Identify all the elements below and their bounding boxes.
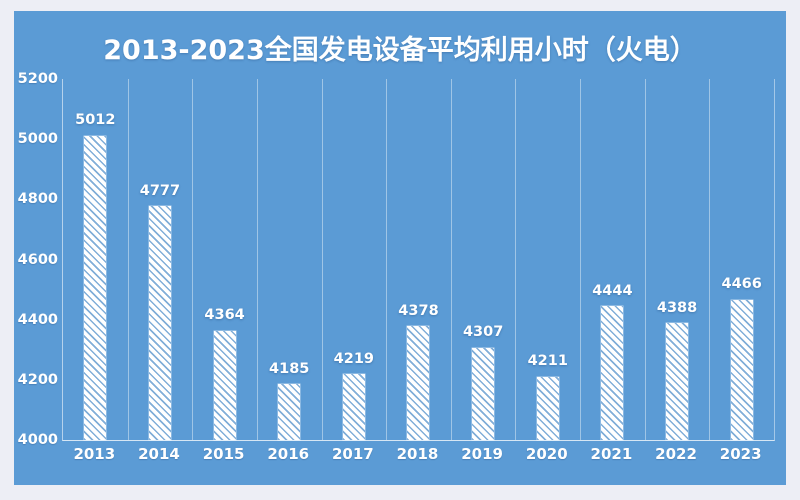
bar-group: 4307 — [451, 79, 516, 440]
bar-value-label: 4211 — [527, 353, 568, 370]
bar[interactable] — [84, 135, 107, 440]
bar-group: 4777 — [128, 79, 193, 440]
bar[interactable] — [278, 384, 301, 440]
y-axis-tick-label: 4200 — [17, 371, 58, 388]
x-axis-tick-label: 2021 — [590, 445, 633, 463]
y-axis: 4000 4200 4400 4600 4800 5000 5200 — [14, 72, 58, 447]
bar-value-label: 4466 — [721, 276, 762, 293]
bar[interactable] — [213, 330, 236, 440]
bar[interactable] — [536, 376, 559, 440]
bar[interactable] — [407, 326, 430, 440]
bar-value-label: 4444 — [592, 282, 633, 299]
bar-group: 4444 — [580, 79, 645, 440]
plot-area: 5012 4777 4364 4185 4219 4378 4307 4211 4444 4388… — [62, 79, 775, 441]
bar-value-label: 5012 — [75, 112, 116, 129]
vertical-gridline — [709, 79, 710, 440]
bar-group: 4185 — [257, 79, 322, 440]
y-axis-tick-label: 4400 — [17, 311, 58, 328]
bar[interactable] — [148, 206, 171, 440]
vertical-gridline — [386, 79, 387, 440]
x-axis-tick-label: 2022 — [655, 445, 697, 463]
y-axis-tick-label: 4600 — [17, 251, 58, 268]
x-axis: 2013 2014 2015 2016 2017 2018 2019 2020 2021 2022… — [62, 447, 775, 477]
x-axis-tick-label: 2020 — [525, 445, 568, 463]
bar-group: 4378 — [386, 79, 451, 440]
x-axis-tick-label: 2016 — [267, 445, 310, 463]
y-axis-tick-label: 4000 — [17, 432, 58, 448]
vertical-gridline — [515, 79, 516, 440]
bar[interactable] — [730, 299, 753, 440]
bar-group: 4388 — [645, 79, 710, 440]
x-axis-tick-label: 2013 — [73, 445, 116, 463]
vertical-gridline — [192, 79, 193, 440]
bar-group: 4211 — [515, 79, 580, 440]
x-axis-tick-label: 2018 — [396, 445, 439, 463]
x-axis-tick-label: 2019 — [461, 445, 503, 463]
bar[interactable] — [601, 306, 624, 440]
vertical-gridline — [322, 79, 323, 440]
vertical-gridline — [645, 79, 646, 440]
bar-value-label: 4219 — [333, 350, 375, 367]
bar[interactable] — [666, 323, 689, 440]
x-axis-tick-label: 2015 — [202, 445, 245, 463]
x-axis-tick-label: 2017 — [331, 445, 374, 463]
vertical-gridline — [257, 79, 258, 440]
x-axis-tick-label: 2023 — [719, 445, 762, 463]
vertical-gridline — [128, 79, 129, 440]
chart-title: 2013-2023全国发电设备平均利用小时（火电） — [103, 35, 697, 66]
bar-value-label: 4185 — [269, 360, 310, 377]
y-axis-tick-label: 4800 — [17, 191, 58, 208]
bar-value-label: 4777 — [139, 182, 181, 199]
chart-panel: 2013-2023全国发电设备平均利用小时（火电） 4000 4200 4400 46… — [14, 11, 786, 485]
bar-value-label: 4378 — [398, 302, 439, 319]
bar[interactable] — [472, 347, 495, 440]
vertical-gridline — [451, 79, 452, 440]
bar-group: 4466 — [709, 79, 774, 440]
bar-group: 4219 — [322, 79, 387, 440]
x-axis-tick-label: 2014 — [138, 445, 180, 463]
vertical-gridline — [580, 79, 581, 440]
bar-value-label: 4307 — [462, 324, 504, 341]
bar[interactable] — [342, 374, 365, 440]
bar-value-label: 4388 — [656, 299, 698, 316]
bar-group: 5012 — [63, 79, 128, 440]
bar-group: 4364 — [192, 79, 257, 440]
y-axis-tick-label: 5200 — [17, 71, 58, 87]
bar-value-label: 4364 — [204, 307, 245, 323]
y-axis-tick-label: 5000 — [17, 131, 58, 148]
